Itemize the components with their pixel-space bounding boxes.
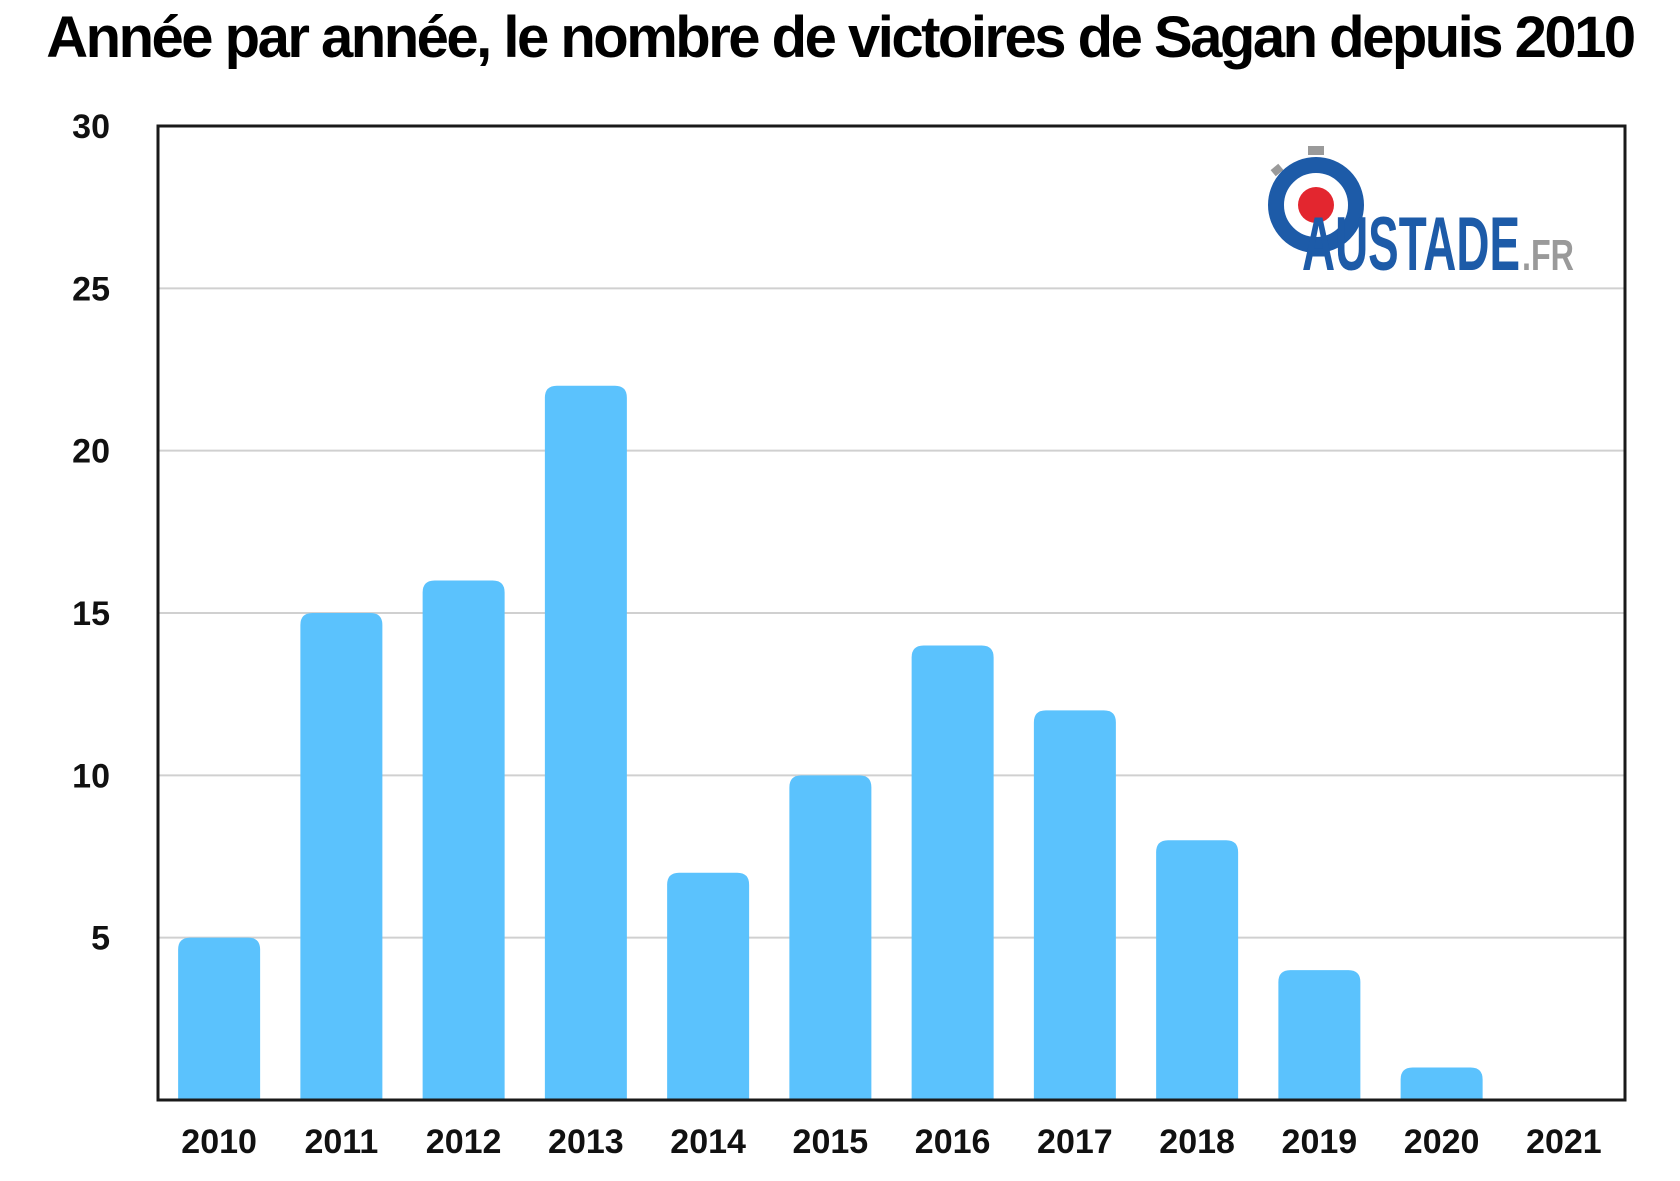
x-tick-label-2018: 2018 (1159, 1123, 1235, 1161)
bar-2010 (178, 937, 261, 1100)
y-tick-label-25: 25 (72, 270, 110, 308)
logo-stopwatch-button (1270, 163, 1284, 177)
bar-2020 (1400, 1067, 1483, 1100)
logo-stopwatch-ring (1268, 157, 1364, 253)
x-tick-label-2011: 2011 (304, 1123, 378, 1161)
y-tick-label-5: 5 (91, 920, 110, 958)
bars (178, 385, 1483, 1100)
x-axis-ticks: 2010 2011 2012 2013 2014 2015 2016 2017 2018 2019… (181, 1123, 1601, 1161)
y-tick-label-10: 10 (72, 757, 110, 795)
logo-stopwatch-crown (1308, 146, 1324, 155)
chart-title: Année par année, le nombre de victoires … (46, 5, 1636, 70)
x-tick-label-2017: 2017 (1037, 1123, 1113, 1161)
bar-2011 (300, 613, 383, 1100)
austade-logo: AUSTADE .FR (1268, 146, 1574, 287)
x-tick-label-2016: 2016 (915, 1123, 991, 1161)
bar-2018 (1156, 840, 1239, 1100)
y-tick-label-20: 20 (72, 433, 110, 471)
plot-frame (156, 124, 1627, 1102)
x-tick-label-2020: 2020 (1404, 1123, 1480, 1161)
logo-wordmark: AUSTADE (1302, 202, 1520, 287)
bar-2017 (1033, 710, 1116, 1100)
bar-2016 (911, 645, 994, 1100)
bar-2012 (422, 580, 505, 1100)
x-tick-label-2013: 2013 (548, 1123, 624, 1161)
bar-2014 (667, 872, 750, 1100)
x-tick-label-2021: 2021 (1526, 1123, 1602, 1161)
y-tick-label-15: 15 (72, 595, 110, 633)
logo-suffix: .FR (1522, 231, 1574, 280)
x-tick-label-2015: 2015 (793, 1123, 869, 1161)
bar-2015 (789, 775, 872, 1100)
x-tick-label-2014: 2014 (670, 1123, 746, 1161)
bar-2019 (1278, 970, 1361, 1100)
x-tick-label-2012: 2012 (426, 1123, 502, 1161)
x-tick-label-2010: 2010 (181, 1123, 257, 1161)
y-tick-label-30: 30 (72, 108, 110, 146)
logo-stopwatch-center (1298, 187, 1334, 223)
bar-2013 (544, 385, 627, 1100)
y-axis-ticks: 5 10 15 20 25 30 (72, 108, 110, 958)
x-tick-label-2019: 2019 (1282, 1123, 1358, 1161)
